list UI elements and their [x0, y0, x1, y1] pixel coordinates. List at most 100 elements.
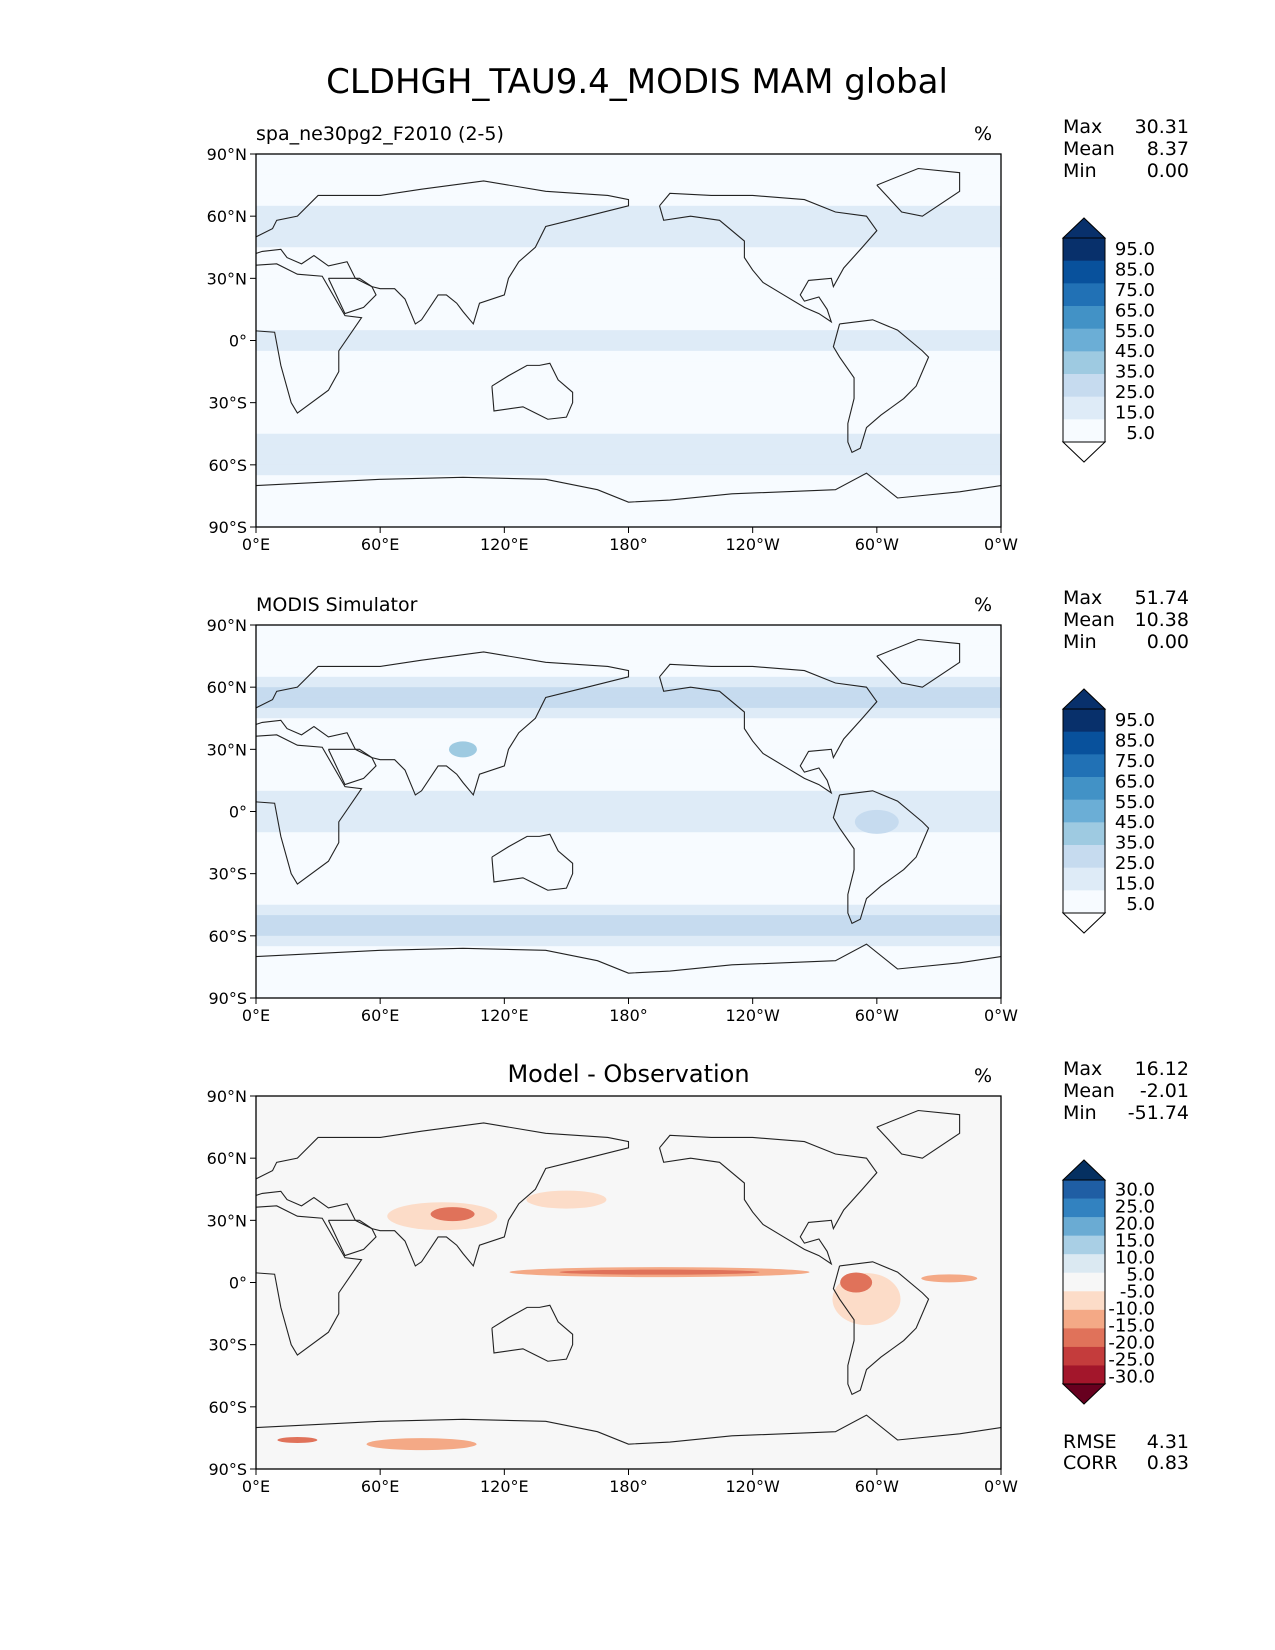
y-tick-label: 90°N [207, 145, 247, 164]
colorbar-band [1063, 419, 1105, 443]
north-america-outline [659, 1134, 878, 1266]
lat-band [256, 759, 1001, 771]
lat-band [256, 738, 1001, 750]
y-tick-label: 90°S [208, 989, 247, 1008]
y-tick-label: 30°S [208, 1336, 247, 1355]
x-tick-label: 60°E [361, 1006, 399, 1025]
lat-band [256, 340, 1001, 352]
y-tick-label: 0° [229, 1274, 247, 1293]
x-tick-label: 120°W [725, 535, 780, 554]
colorbar-band [1063, 238, 1105, 262]
lat-band [256, 811, 1001, 823]
stat-value: 51.74 [1135, 587, 1189, 609]
lat-band [256, 925, 1001, 937]
x-tick-label: 120°E [480, 535, 529, 554]
lat-band [256, 687, 1001, 699]
x-tick-label: 0°E [242, 1477, 270, 1496]
greenland-outline [876, 167, 961, 217]
colorbar-extend-top [1061, 1159, 1107, 1181]
australia-outline [491, 833, 574, 891]
x-tick-label: 60°W [855, 1006, 899, 1025]
lat-band [256, 676, 1001, 688]
colorbar-label: -10.0 [1108, 1299, 1155, 1320]
antarctica-outline [256, 472, 1001, 503]
x-tick-label: 180° [609, 1006, 648, 1025]
y-tick-label: 30°S [208, 865, 247, 884]
colorbar-label: 15.0 [1115, 873, 1155, 894]
colorbar-label: 45.0 [1115, 812, 1155, 833]
colorbar-band [1063, 1346, 1105, 1366]
colorbar-band [1063, 867, 1105, 891]
lat-band [256, 832, 1001, 844]
stat-value: 0.00 [1147, 631, 1189, 653]
lat-band [256, 770, 1001, 781]
colorbar-band [1063, 1198, 1105, 1218]
south-america-outline [832, 790, 930, 925]
lat-band [256, 205, 1001, 217]
lat-band [256, 790, 1001, 802]
lat-band [256, 433, 1001, 445]
antarctica-outline [256, 1414, 1001, 1445]
colorbar-label: 95.0 [1115, 710, 1155, 731]
lat-band [256, 707, 1001, 719]
south-america-outline [832, 1261, 930, 1396]
africa-outline [256, 263, 363, 414]
greenland-outline [876, 1109, 961, 1159]
y-tick-label: 0° [229, 332, 247, 351]
panels: spa_ne30pg2_F2010 (2-5) % 0°E 60°E 120°E 180°… [207, 116, 1189, 1496]
europe-asia-outline [256, 180, 630, 326]
x-tick-label: 180° [609, 1477, 648, 1496]
lat-band [256, 299, 1001, 310]
x-tick-label: 120°W [725, 1477, 780, 1496]
lat-band [256, 946, 1001, 958]
lat-band [256, 884, 1001, 895]
y-tick-label: 90°S [208, 1460, 247, 1479]
colorbar-band [1063, 1180, 1105, 1199]
stat-value: 30.31 [1135, 116, 1189, 138]
colorbar-label: 55.0 [1115, 321, 1155, 342]
lat-band [256, 423, 1001, 435]
panel-title-center: Model - Observation [507, 1060, 749, 1088]
colorbar-frame [1062, 1179, 1106, 1385]
lat-band [256, 381, 1001, 393]
colorbar-band [1063, 822, 1105, 846]
footer-stat-value: 0.83 [1147, 1452, 1189, 1474]
colorbar-band [1063, 328, 1105, 352]
africa-outline [256, 1205, 363, 1356]
x-tick-label: 60°W [855, 1477, 899, 1496]
footer-stat-label: RMSE [1063, 1431, 1117, 1453]
units-label: % [974, 594, 992, 616]
colorbar-label: -30.0 [1108, 1367, 1155, 1388]
stat-label: Max [1063, 587, 1102, 609]
colorbar-band [1063, 709, 1105, 733]
australia-outline [491, 1304, 574, 1362]
stat-label: Min [1063, 631, 1097, 653]
anomaly-asia-core [430, 1207, 475, 1222]
lat-band [256, 174, 1001, 186]
colorbar-label: 5.0 [1126, 1265, 1155, 1286]
panel-title-left: spa_ne30pg2_F2010 (2-5) [256, 123, 504, 145]
colorbar-band [1063, 283, 1105, 307]
anomaly-pacific [526, 1190, 607, 1209]
lat-band [256, 495, 1001, 507]
x-tick-label: 0°W [984, 1006, 1018, 1025]
anomaly-itcz-core [559, 1269, 760, 1275]
colorbar-band [1063, 1235, 1105, 1255]
colorbar: 95.085.075.065.055.045.035.025.015.05.0 [1061, 688, 1155, 934]
colorbar-label: -15.0 [1108, 1316, 1155, 1337]
field-feature [854, 809, 899, 834]
colorbar-label: 75.0 [1115, 280, 1155, 301]
antarctica-outline [256, 943, 1001, 974]
stat-value: 8.37 [1147, 138, 1189, 160]
lat-band [256, 278, 1001, 290]
y-tick-label: 60°S [208, 456, 247, 475]
lat-band [256, 718, 1001, 730]
anomaly-antarctic [366, 1438, 477, 1451]
stat-value: 10.38 [1135, 609, 1189, 631]
lat-band [256, 801, 1001, 812]
y-tick-label: 90°N [207, 1087, 247, 1106]
stat-value: -51.74 [1128, 1102, 1189, 1124]
colorbar-label: 95.0 [1115, 239, 1155, 260]
stat-value: 16.12 [1135, 1058, 1189, 1080]
y-tick-label: 60°N [207, 1149, 247, 1168]
